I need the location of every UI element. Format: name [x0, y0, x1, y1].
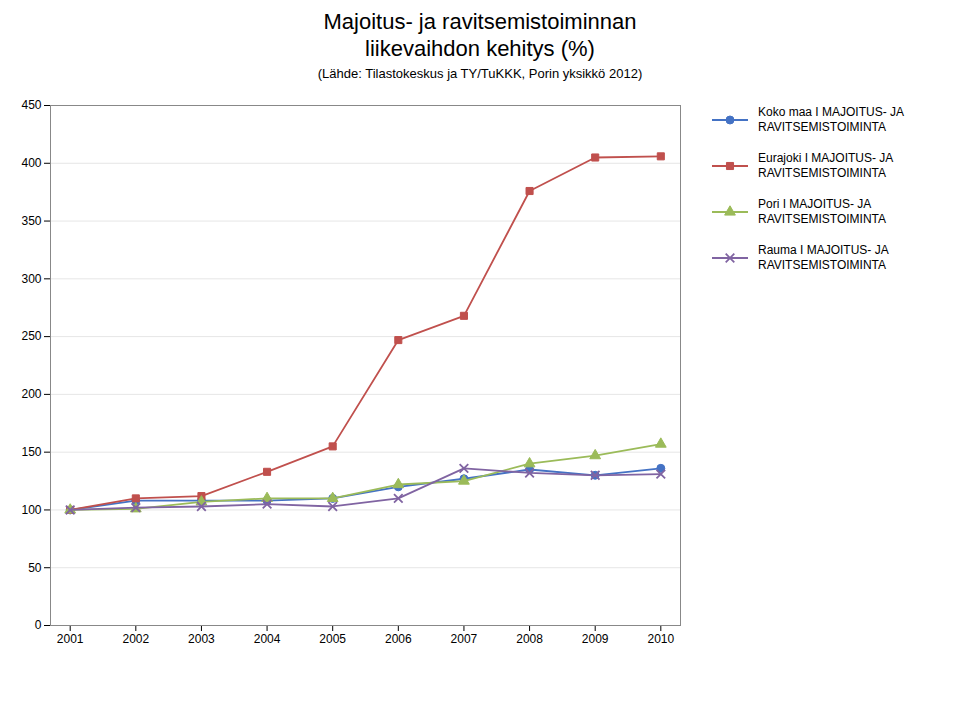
svg-text:2008: 2008	[516, 632, 543, 646]
svg-text:2010: 2010	[647, 632, 674, 646]
svg-text:2003: 2003	[188, 632, 215, 646]
html-text:(Lähde: Tilastokeskus ja TY/Tu: (Lähde: Tilastokeskus ja TY/TuKKK, Porin…	[317, 66, 643, 81]
svg-text:2001: 2001	[57, 632, 84, 646]
svg-text:2007: 2007	[451, 632, 478, 646]
html-text:Pori I MAJOITUS- JA RAVITSEMIS: Pori I MAJOITUS- JA RAVITSEMISTOIMINTA	[758, 197, 886, 226]
svg-text:150: 150	[21, 445, 41, 459]
svg-text:450: 450	[21, 98, 41, 112]
svg-text:350: 350	[21, 214, 41, 228]
svg-text:2009: 2009	[582, 632, 609, 646]
svg-text:50: 50	[28, 561, 42, 575]
svg-text:250: 250	[21, 329, 41, 343]
svg-text:300: 300	[21, 272, 41, 286]
svg-text:200: 200	[21, 387, 41, 401]
svg-text:100: 100	[21, 503, 41, 517]
html-text:Eurajoki I MAJOITUS- JA RAVITS: Eurajoki I MAJOITUS- JA RAVITSEMISTOIMIN…	[758, 151, 894, 180]
svg-text:2006: 2006	[385, 632, 412, 646]
svg-text:400: 400	[21, 156, 41, 170]
svg-text:2005: 2005	[319, 632, 346, 646]
html-text:Majoitus- ja ravitsemistoiminn: Majoitus- ja ravitsemistoiminnan liikeva…	[323, 9, 637, 61]
svg-text:0: 0	[35, 618, 42, 632]
html-text:Rauma I MAJOITUS- JA RAVITSEMI: Rauma I MAJOITUS- JA RAVITSEMISTOIMINTA	[758, 243, 889, 272]
html-text:Koko maa I MAJOITUS- JA RAVITS: Koko maa I MAJOITUS- JA RAVITSEMISTOIMIN…	[758, 105, 904, 134]
svg-text:2002: 2002	[122, 632, 149, 646]
svg-text:2004: 2004	[254, 632, 281, 646]
